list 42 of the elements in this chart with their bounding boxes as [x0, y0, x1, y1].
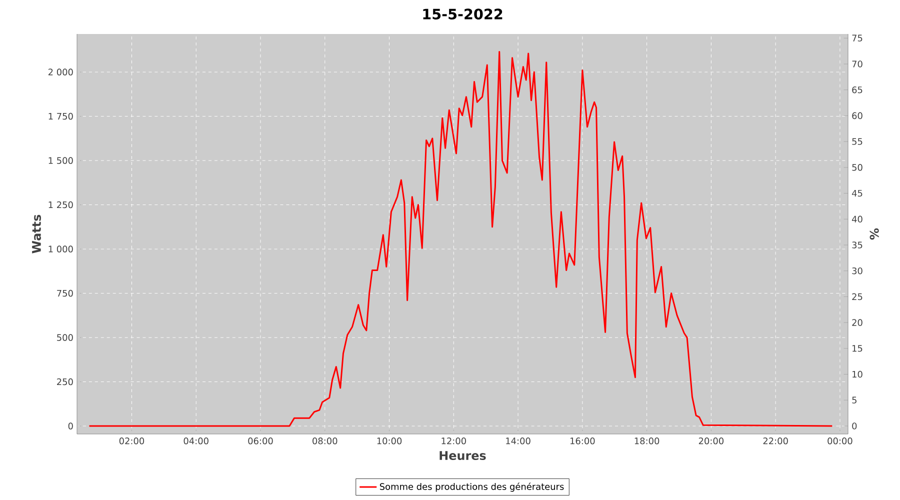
x-tick-label: 16:00 — [570, 438, 595, 444]
y-tick-label: 1 250 — [48, 201, 73, 208]
chart-title: 15-5-2022 — [423, 8, 502, 20]
y2-tick-label: 10 — [852, 370, 862, 378]
y2-tick-label: 55 — [852, 138, 862, 145]
y2-tick-label: 45 — [852, 190, 862, 197]
x-tick-label: 06:00 — [248, 438, 273, 444]
x-tick-label: 14:00 — [506, 438, 530, 444]
y-tick-label: 250 — [57, 378, 73, 386]
x-tick-label: 08:00 — [312, 438, 338, 444]
x-tick-label: 18:00 — [634, 438, 660, 444]
y-tick-label: 500 — [57, 334, 73, 341]
y2-tick-label: 65 — [852, 86, 862, 94]
y-tick-label: 1 750 — [48, 112, 73, 120]
x-tick-label: 22:00 — [763, 438, 788, 444]
y-axis-title: Watts — [32, 214, 41, 254]
y2-tick-label: 35 — [852, 242, 862, 248]
legend-label: Somme des productions des générateurs — [380, 482, 564, 492]
y2-tick-label: 25 — [852, 293, 862, 300]
y2-tick-label: 70 — [852, 60, 862, 68]
y-tick-label: 750 — [57, 290, 73, 297]
y-tick-label: 1 500 — [48, 157, 73, 164]
y2-tick-label: 50 — [852, 164, 862, 171]
x-tick-label: 12:00 — [442, 438, 466, 444]
x-tick-label: 20:00 — [698, 438, 724, 444]
y2-tick-label: 15 — [852, 345, 862, 352]
y2-axis-title: % — [870, 228, 879, 240]
y2-tick-label: 40 — [852, 216, 862, 223]
y2-tick-label: 60 — [852, 112, 862, 120]
y2-tick-label: 20 — [852, 319, 862, 326]
y2-tick-label: 75 — [852, 34, 862, 42]
y-tick-label: 1 000 — [48, 246, 73, 252]
y-tick-label: 0 — [68, 422, 73, 430]
x-axis-title: Heures — [440, 451, 486, 460]
y2-tick-label: 0 — [852, 422, 857, 430]
x-tick-label: 04:00 — [184, 438, 208, 444]
x-tick-label: 10:00 — [377, 438, 402, 444]
y2-tick-label: 5 — [852, 396, 856, 404]
x-tick-label: 00:00 — [828, 438, 852, 444]
y2-tick-label: 30 — [852, 267, 862, 274]
y-tick-label: 2 000 — [48, 68, 73, 76]
x-tick-label: 02:00 — [119, 438, 144, 444]
